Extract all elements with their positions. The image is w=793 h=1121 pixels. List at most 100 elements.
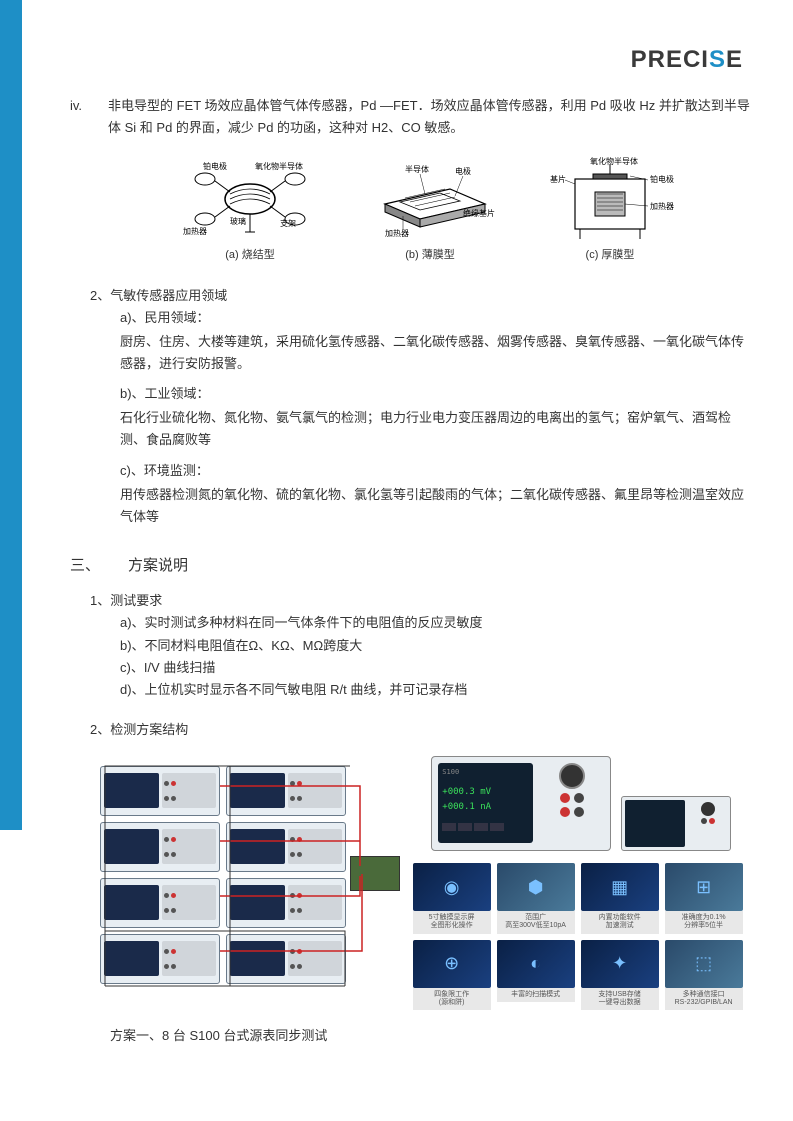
diagram-b-label: (b) 薄膜型: [405, 246, 455, 265]
logo-mark: S: [709, 46, 726, 73]
svg-text:半导体: 半导体: [405, 164, 429, 174]
quadrant-icon: ⊕: [413, 940, 491, 988]
svg-text:加热器: 加热器: [183, 226, 207, 236]
svg-text:氧化物半导体: 氧化物半导体: [590, 156, 638, 166]
feat-l2: 分辨率5位半: [684, 922, 723, 929]
diagram-c: 氧化物半导体 基片 铂电极 加热器 (c) 厚膜型: [535, 154, 685, 265]
device-unit: [226, 934, 346, 984]
software-icon: ▦: [581, 863, 659, 911]
feat-l1: 范围广: [525, 914, 546, 921]
device-unit: [226, 766, 346, 816]
feature-cell: ✦ 支持USB存储一键导出数据: [581, 940, 659, 1011]
iv-text: 非电导型的 FET 场效应晶体管气体传感器，Pd —FET．场效应晶体管传感器，…: [108, 95, 750, 139]
struct-title: 2、检测方案结构: [90, 719, 750, 741]
iv-number: iv.: [70, 95, 108, 139]
section-3-1: 1、测试要求 a)、实时测试多种材料在同一气体条件下的电阻值的反应灵敏度 b)、…: [90, 590, 750, 700]
feat-l2: 一键导出数据: [599, 999, 641, 1006]
device-unit: [226, 878, 346, 928]
section-3-2: 2、检测方案结构: [90, 719, 750, 1048]
device-unit: [100, 822, 220, 872]
scheme-images: S100 +000.3 mV +000.1 nA: [90, 756, 750, 1011]
blue-sidebar: [0, 0, 22, 830]
req-a: a)、实时测试多种材料在同一气体条件下的电阻值的反应灵敏度: [120, 612, 750, 634]
section-2: 2、气敏传感器应用领域 a)、民用领域： 厨房、住房、大楼等建筑，采用硫化氢传感…: [90, 285, 750, 528]
device-unit: [100, 934, 220, 984]
req-d: d)、上位机实时显示各不同气敏电阻 R/t 曲线，并可记录存档: [120, 679, 750, 701]
svg-text:支架: 支架: [280, 218, 296, 228]
diagram-row: 铂电极 氧化物半导体 加热器 玻璃 支架 (a) 烧结型 半导体 电极 绝缘基片…: [110, 154, 750, 265]
page-content: iv. 非电导型的 FET 场效应晶体管气体传感器，Pd —FET．场效应晶体管…: [70, 95, 750, 1048]
small-source-meter: [621, 796, 731, 851]
diagram-a-svg: 铂电极 氧化物半导体 加热器 玻璃 支架: [175, 154, 325, 244]
svg-text:加热器: 加热器: [385, 228, 409, 238]
feature-cell: ⬚ 多种通信接口RS-232/GPIB/LAN: [665, 940, 743, 1011]
feat-l1: 内置功能软件: [599, 914, 641, 921]
paragraph-iv: iv. 非电导型的 FET 场效应晶体管气体传感器，Pd —FET．场效应晶体管…: [70, 95, 750, 139]
diagram-c-label: (c) 厚膜型: [586, 246, 635, 265]
svg-text:电极: 电极: [455, 166, 471, 176]
device-array-image: [90, 756, 398, 996]
touch-icon: ◉: [413, 863, 491, 911]
svg-text:玻璃: 玻璃: [230, 216, 246, 226]
feature-cell: ⊕ 四象限工作(源和阱): [413, 940, 491, 1011]
meter-line1: +000.3 mV: [442, 785, 529, 800]
scan-icon: ◐: [497, 940, 575, 988]
diagram-c-svg: 氧化物半导体 基片 铂电极 加热器: [535, 154, 685, 244]
req-b: b)、不同材料电阻值在Ω、KΩ、MΩ跨度大: [120, 635, 750, 657]
sec3-num: 三、: [70, 553, 100, 579]
feature-grid: ◉ 5寸触摸显示屏全图形化操作 ⬢ 范围广高至300V低至10pA ▦ 内置功能软件加…: [413, 863, 750, 1011]
svg-text:绝缘基片: 绝缘基片: [463, 208, 495, 218]
device-unit: [100, 878, 220, 928]
diagram-a-label: (a) 烧结型: [225, 246, 275, 265]
logo-pre: PRECI: [631, 46, 709, 73]
req-c: c)、I/V 曲线扫描: [120, 657, 750, 679]
feature-cell: ⊞ 准确度为0.1%分辨率5位半: [665, 863, 743, 934]
sec2-b-body: 石化行业硫化物、氮化物、氨气氯气的检测；电力行业电力变压器周边的电离出的氢气；窑…: [120, 407, 750, 451]
sec3-title: 方案说明: [128, 553, 188, 579]
sec2-b-head: b)、工业领域：: [120, 383, 750, 405]
meter-screen: S100 +000.3 mV +000.1 nA: [438, 763, 533, 843]
device-unit: [100, 766, 220, 816]
feat-l1: 支持USB存储: [598, 991, 640, 998]
main-source-meter: S100 +000.3 mV +000.1 nA: [431, 756, 611, 851]
sec2-c-body: 用传感器检测氮的氧化物、硫的氧化物、氯化氢等引起酸雨的气体；二氧化碳传感器、氟里…: [120, 484, 750, 528]
feat-l2: RS-232/GPIB/LAN: [675, 999, 733, 1006]
sec2-c-head: c)、环境监测：: [120, 460, 750, 482]
brand-logo: PRECISE: [631, 40, 743, 81]
product-panel: S100 +000.3 mV +000.1 nA: [413, 756, 750, 1011]
meter-knob-icon: [559, 763, 585, 789]
feat-l2: 全图形化操作: [431, 922, 473, 929]
logo-post: E: [726, 46, 743, 73]
sec2-title: 2、气敏传感器应用领域: [90, 285, 750, 307]
diagram-b: 半导体 电极 绝缘基片 加热器 (b) 薄膜型: [355, 154, 505, 265]
sec2-a-body: 厨房、住房、大楼等建筑，采用硫化氢传感器、二氧化碳传感器、烟雾传感器、臭氧传感器…: [120, 331, 750, 375]
accuracy-icon: ⊞: [665, 863, 743, 911]
svg-text:铂电极: 铂电极: [203, 161, 227, 171]
feature-cell: ⬢ 范围广高至300V低至10pA: [497, 863, 575, 934]
feat-l2: (源和阱): [439, 999, 465, 1006]
feature-cell: ▦ 内置功能软件加速测试: [581, 863, 659, 934]
feat-l1: 多种通信接口: [683, 991, 725, 998]
feat-l1: 丰富的扫描模式: [511, 991, 560, 998]
product-top-row: S100 +000.3 mV +000.1 nA: [413, 756, 750, 851]
feat-l2: 加速测试: [606, 922, 634, 929]
comm-icon: ⬚: [665, 940, 743, 988]
req-title: 1、测试要求: [90, 590, 750, 612]
meter-line2: +000.1 nA: [442, 800, 529, 815]
feat-l1: 5寸触摸显示屏: [429, 914, 475, 921]
svg-text:铂电极: 铂电极: [650, 174, 674, 184]
feat-l2: 高至300V低至10pA: [505, 922, 566, 929]
feat-l1: 准确度为0.1%: [682, 914, 726, 921]
diagram-a: 铂电极 氧化物半导体 加热器 玻璃 支架 (a) 烧结型: [175, 154, 325, 265]
feature-cell: ◉ 5寸触摸显示屏全图形化操作: [413, 863, 491, 934]
scheme-caption: 方案一、8 台 S100 台式源表同步测试: [110, 1025, 750, 1047]
svg-text:氧化物半导体: 氧化物半导体: [255, 161, 303, 171]
dut-board: [350, 856, 400, 891]
usb-icon: ✦: [581, 940, 659, 988]
device-unit: [226, 822, 346, 872]
sec2-a-head: a)、民用领域：: [120, 307, 750, 329]
section-3-heading: 三、 方案说明: [70, 553, 750, 579]
feat-l1: 四象限工作: [434, 991, 469, 998]
range-icon: ⬢: [497, 863, 575, 911]
feature-cell: ◐ 丰富的扫描模式: [497, 940, 575, 1011]
